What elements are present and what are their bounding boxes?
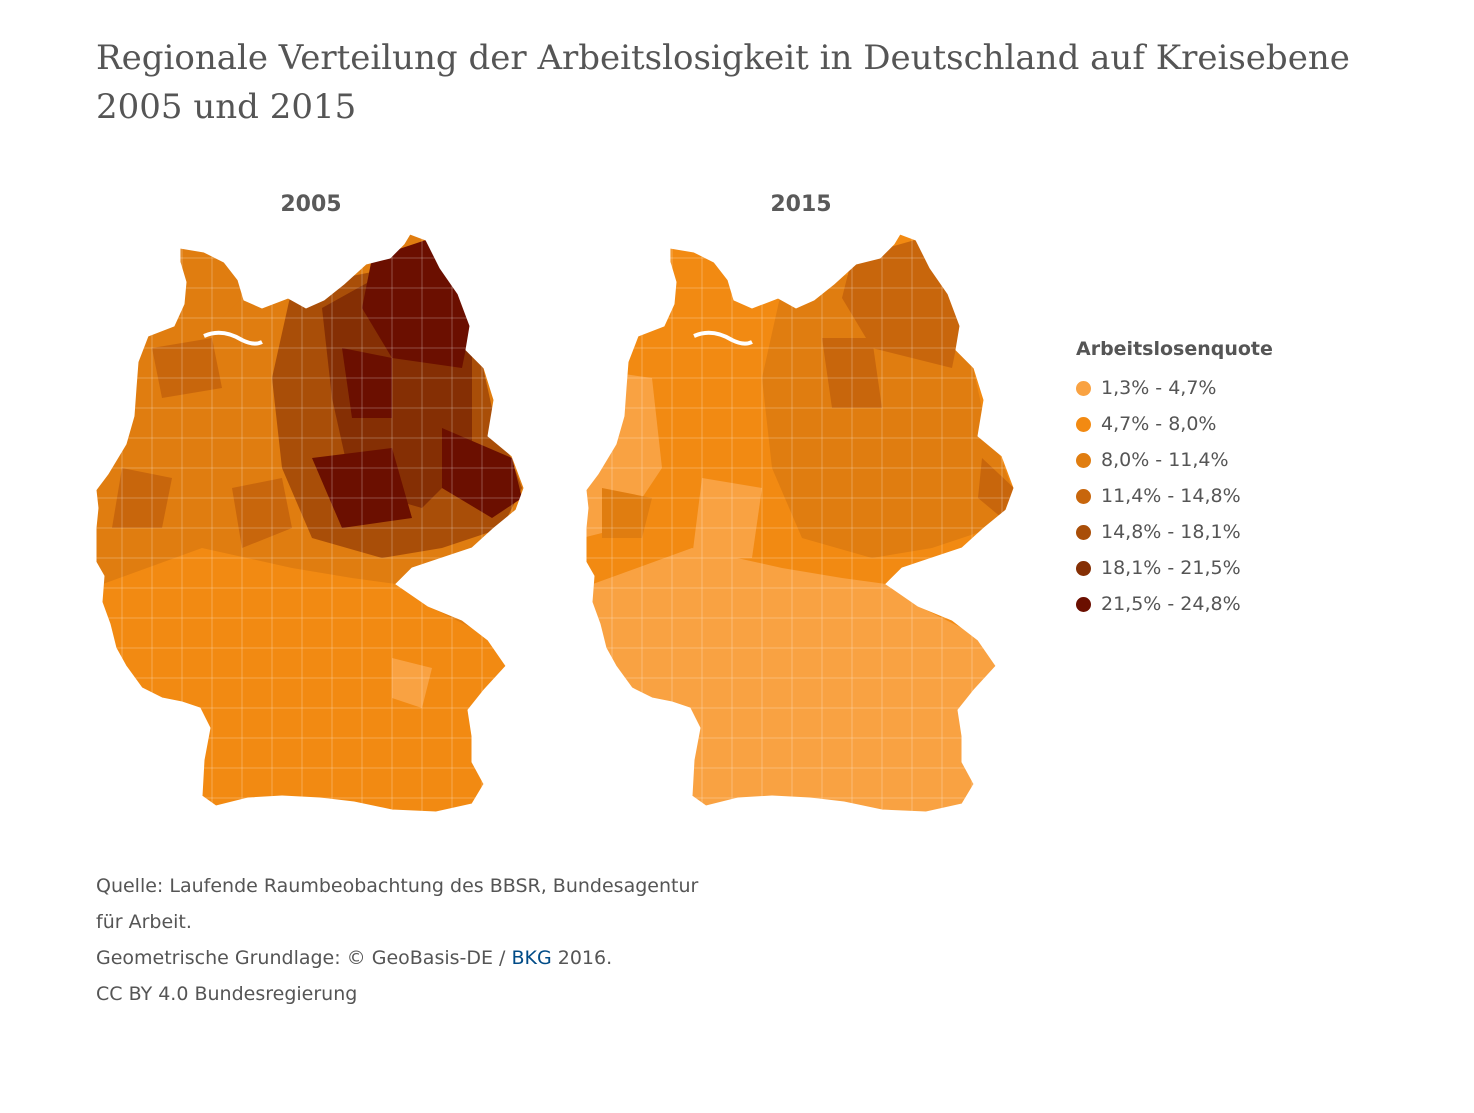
- legend-label: 1,3% - 4,7%: [1101, 377, 1217, 399]
- legend-label: 14,8% - 18,1%: [1101, 521, 1241, 543]
- legend-item: 11,4% - 14,8%: [1076, 478, 1273, 514]
- legend-item: 1,3% - 4,7%: [1076, 370, 1273, 406]
- legend-swatch: [1076, 560, 1091, 576]
- source-line-2: für Arbeit.: [96, 911, 192, 933]
- legend-item: 8,0% - 11,4%: [1076, 442, 1273, 478]
- legend: Arbeitslosenquote 1,3% - 4,7% 4,7% - 8,0%…: [1076, 338, 1273, 622]
- legend-label: 8,0% - 11,4%: [1101, 449, 1229, 471]
- source-note: Quelle: Laufende Raumbeobachtung des BBS…: [96, 868, 736, 1012]
- source-line-1: Quelle: Laufende Raumbeobachtung des BBS…: [96, 875, 699, 897]
- legend-label: 4,7% - 8,0%: [1101, 413, 1217, 435]
- legend-title: Arbeitslosenquote: [1076, 338, 1273, 360]
- chart-title: Regionale Verteilung der Arbeitslosigkei…: [96, 34, 1396, 132]
- bkg-link[interactable]: BKG: [511, 947, 552, 969]
- germany-map-2015: [585, 233, 1015, 813]
- source-line-3: Geometrische Grundlage: © GeoBasis-DE / …: [96, 940, 736, 976]
- legend-label: 18,1% - 21,5%: [1101, 557, 1241, 579]
- legend-item: 4,7% - 8,0%: [1076, 406, 1273, 442]
- legend-item: 14,8% - 18,1%: [1076, 514, 1273, 550]
- legend-swatch: [1076, 416, 1091, 432]
- legend-label: 21,5% - 24,8%: [1101, 593, 1241, 615]
- map-heading-2015: 2015: [770, 192, 832, 217]
- source-line-3-prefix: Geometrische Grundlage: © GeoBasis-DE /: [96, 947, 512, 969]
- legend-swatch: [1076, 524, 1091, 540]
- source-line-3-suffix: 2016.: [551, 947, 613, 969]
- title-line-2: 2005 und 2015: [96, 87, 357, 127]
- legend-item: 21,5% - 24,8%: [1076, 586, 1273, 622]
- legend-swatch: [1076, 596, 1091, 612]
- legend-item: 18,1% - 21,5%: [1076, 550, 1273, 586]
- legend-label: 11,4% - 14,8%: [1101, 485, 1241, 507]
- title-line-1: Regionale Verteilung der Arbeitslosigkei…: [96, 38, 1350, 78]
- legend-swatch: [1076, 488, 1091, 504]
- germany-map-2005: [95, 233, 525, 813]
- map-heading-2005: 2005: [280, 192, 342, 217]
- source-line-4: CC BY 4.0 Bundesregierung: [96, 983, 358, 1005]
- legend-swatch: [1076, 380, 1091, 396]
- legend-items: 1,3% - 4,7% 4,7% - 8,0% 8,0% - 11,4% 11,4% …: [1076, 370, 1273, 622]
- legend-swatch: [1076, 452, 1091, 468]
